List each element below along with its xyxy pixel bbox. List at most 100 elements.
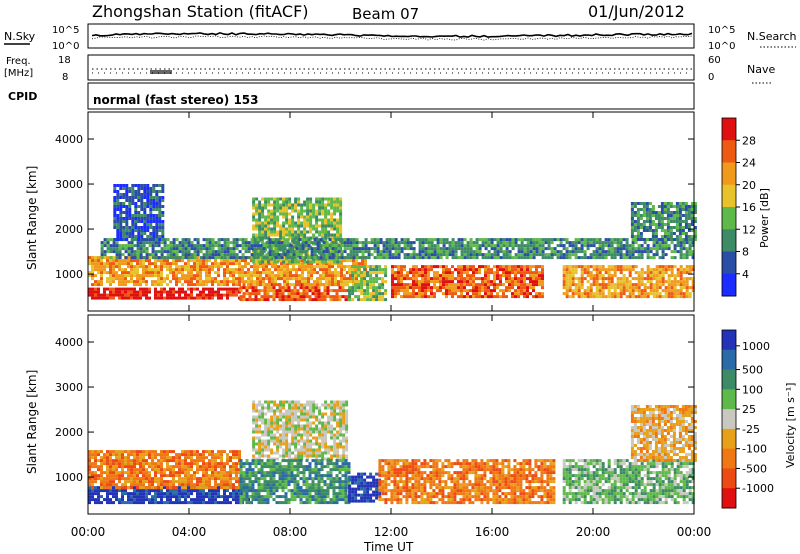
- power-cell: [252, 215, 256, 219]
- power-cell: [274, 247, 278, 251]
- power-cell: [693, 217, 697, 220]
- power-cell: [604, 286, 608, 290]
- power-cell: [348, 280, 352, 284]
- power-cell: [366, 265, 370, 269]
- power-cell: [152, 217, 156, 220]
- power-cell: [655, 283, 659, 287]
- power-cell: [517, 271, 520, 275]
- power-cell: [214, 290, 217, 294]
- power-cell: [693, 208, 697, 211]
- power-cell: [151, 256, 155, 260]
- power-cell: [128, 187, 132, 190]
- power-cell: [538, 253, 542, 257]
- power-cell: [292, 277, 295, 281]
- velocity-cell: [187, 474, 190, 478]
- power-cell: [508, 253, 512, 257]
- power-cell: [320, 298, 324, 302]
- power-cell: [675, 214, 679, 217]
- power-cell: [640, 289, 644, 293]
- power-cell: [339, 224, 343, 228]
- power-cell: [310, 250, 314, 254]
- power-cell: [352, 256, 356, 260]
- power-cell: [463, 280, 466, 284]
- power-cell: [559, 253, 563, 257]
- power-cell: [406, 247, 410, 251]
- power-cell: [184, 290, 187, 294]
- power-cell: [309, 260, 313, 264]
- power-cell: [142, 293, 145, 297]
- power-cell: [291, 221, 295, 225]
- power-cell: [208, 256, 212, 260]
- power-cell: [475, 250, 479, 254]
- power-cell: [664, 241, 668, 245]
- power-cell: [418, 256, 422, 260]
- power-cell: [277, 256, 281, 260]
- power-cell: [526, 253, 530, 257]
- velocity-cell: [103, 477, 106, 481]
- velocity-cell: [148, 453, 151, 457]
- velocity-cell: [112, 450, 115, 454]
- power-cell: [109, 244, 113, 248]
- power-cell: [181, 277, 184, 281]
- power-cell: [493, 250, 497, 254]
- power-cell: [187, 293, 190, 297]
- power-cell: [535, 283, 538, 287]
- power-cell: [217, 271, 220, 275]
- power-cell: [466, 253, 470, 257]
- velocity-cell: [172, 477, 175, 481]
- power-cell: [146, 205, 150, 208]
- power-cell: [598, 247, 602, 251]
- power-cell: [169, 290, 172, 294]
- power-cell: [445, 289, 448, 293]
- power-cell: [331, 262, 334, 266]
- power-cell: [439, 253, 443, 257]
- power-cell: [505, 241, 509, 245]
- power-cell: [532, 250, 536, 254]
- power-cell: [127, 244, 131, 248]
- velocity-cell: [112, 462, 115, 466]
- power-cell: [181, 296, 184, 300]
- power-cell: [661, 274, 665, 278]
- power-cell: [418, 286, 421, 290]
- power-cell: [161, 235, 165, 238]
- velocity-cell: [235, 498, 238, 502]
- power-cell: [312, 203, 316, 207]
- power-cell: [577, 295, 581, 299]
- power-cell: [335, 298, 339, 302]
- velocity-cell: [124, 483, 127, 487]
- power-cell: [586, 274, 590, 278]
- power-cell: [369, 268, 373, 272]
- power-cell: [131, 232, 135, 235]
- power-cell: [442, 250, 446, 254]
- power-cell: [125, 229, 129, 232]
- power-cell: [478, 292, 481, 296]
- power-cell: [217, 265, 220, 269]
- velocity-cell: [226, 489, 229, 493]
- power-cell: [667, 274, 671, 278]
- power-cell: [261, 221, 265, 225]
- power-cell: [208, 250, 212, 254]
- power-cell: [595, 241, 599, 245]
- velocity-cell: [139, 489, 142, 493]
- power-cell: [622, 268, 626, 272]
- power-cell: [556, 250, 560, 254]
- power-cell: [580, 286, 584, 290]
- velocity-cell: [175, 480, 178, 484]
- power-cell: [672, 238, 676, 241]
- power-cell: [517, 283, 520, 287]
- power-cell: [184, 280, 187, 284]
- power-cell: [256, 262, 259, 266]
- power-cell: [669, 205, 673, 208]
- power-cell: [339, 221, 343, 225]
- power-cell: [172, 287, 175, 291]
- power-cell: [317, 295, 321, 299]
- nsearch-tick-high: 10^5: [708, 25, 735, 36]
- power-cell: [149, 187, 153, 190]
- power-cell: [688, 271, 692, 275]
- power-cell: [669, 226, 673, 229]
- power-cell: [97, 259, 100, 263]
- power-cell: [645, 226, 649, 229]
- power-cell: [312, 209, 316, 213]
- power-cell: [160, 274, 163, 278]
